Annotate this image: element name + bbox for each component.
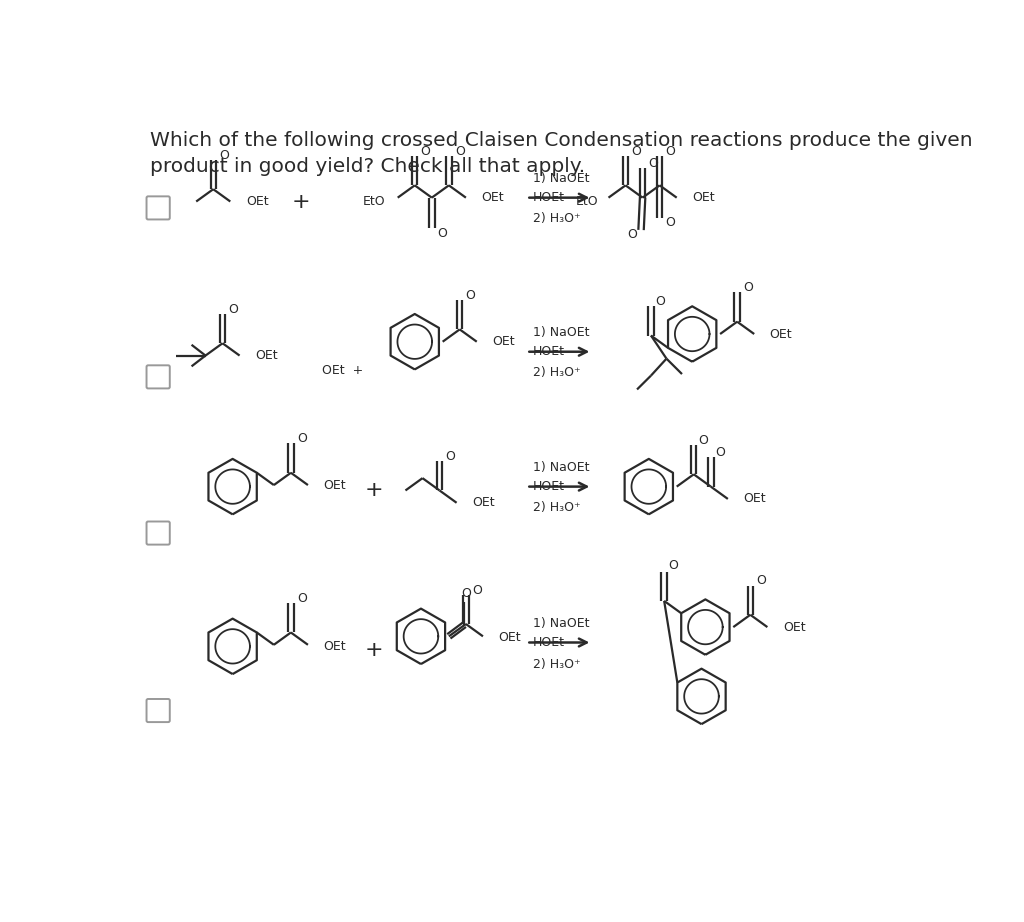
Text: O: O bbox=[698, 434, 708, 447]
Text: O: O bbox=[666, 216, 676, 229]
Text: EtO: EtO bbox=[575, 195, 599, 208]
Text: OEt: OEt bbox=[472, 496, 495, 509]
Text: EtO: EtO bbox=[362, 195, 385, 208]
Text: O: O bbox=[669, 559, 679, 572]
Text: HOEt: HOEt bbox=[532, 480, 565, 493]
Text: O: O bbox=[455, 145, 465, 158]
Text: 2) H₃O⁺: 2) H₃O⁺ bbox=[532, 501, 581, 514]
Text: 2) H₃O⁺: 2) H₃O⁺ bbox=[532, 366, 581, 379]
Text: +: + bbox=[365, 640, 383, 660]
Text: OEt: OEt bbox=[246, 195, 268, 208]
Text: 1) NaOEt: 1) NaOEt bbox=[532, 617, 589, 630]
Text: O: O bbox=[627, 228, 637, 242]
Text: O: O bbox=[757, 574, 766, 587]
Text: O: O bbox=[472, 584, 481, 597]
Text: O: O bbox=[461, 587, 471, 600]
Text: OEt: OEt bbox=[783, 621, 806, 633]
Text: OEt: OEt bbox=[770, 327, 793, 340]
Text: O: O bbox=[743, 281, 753, 294]
Text: O: O bbox=[655, 295, 666, 308]
Text: OEt: OEt bbox=[324, 640, 346, 653]
Text: OEt  +: OEt + bbox=[323, 364, 364, 377]
Text: OEt: OEt bbox=[493, 336, 515, 349]
Text: O: O bbox=[228, 302, 239, 316]
FancyBboxPatch shape bbox=[146, 699, 170, 722]
Text: 1) NaOEt: 1) NaOEt bbox=[532, 326, 589, 339]
Text: O: O bbox=[219, 148, 229, 162]
Text: HOEt: HOEt bbox=[532, 191, 565, 204]
Text: O: O bbox=[297, 592, 306, 605]
Text: +: + bbox=[365, 480, 383, 501]
Text: 2) H₃O⁺: 2) H₃O⁺ bbox=[532, 212, 581, 225]
Text: O: O bbox=[437, 227, 447, 240]
Text: OEt: OEt bbox=[692, 191, 715, 204]
FancyBboxPatch shape bbox=[146, 196, 170, 219]
Text: 2) H₃O⁺: 2) H₃O⁺ bbox=[532, 657, 581, 670]
Text: OEt: OEt bbox=[743, 492, 766, 505]
Text: +: + bbox=[292, 192, 310, 211]
Text: OEt: OEt bbox=[324, 479, 346, 491]
Text: O: O bbox=[666, 145, 676, 158]
Text: OEt: OEt bbox=[499, 632, 521, 644]
Text: O: O bbox=[466, 289, 475, 302]
Text: O: O bbox=[297, 432, 306, 445]
Text: OEt: OEt bbox=[481, 191, 504, 204]
Text: O: O bbox=[632, 145, 641, 158]
Text: O: O bbox=[715, 446, 725, 459]
FancyBboxPatch shape bbox=[146, 365, 170, 388]
Text: 1) NaOEt: 1) NaOEt bbox=[532, 171, 589, 185]
Text: HOEt: HOEt bbox=[532, 636, 565, 649]
Text: 1) NaOEt: 1) NaOEt bbox=[532, 461, 589, 474]
Text: HOEt: HOEt bbox=[532, 345, 565, 359]
Text: O: O bbox=[421, 145, 430, 158]
Text: O: O bbox=[445, 450, 456, 463]
FancyBboxPatch shape bbox=[146, 522, 170, 545]
Text: OEt: OEt bbox=[255, 349, 278, 362]
Text: O: O bbox=[648, 158, 658, 171]
Text: Which of the following crossed Claisen Condensation reactions produce the given
: Which of the following crossed Claisen C… bbox=[151, 131, 973, 176]
